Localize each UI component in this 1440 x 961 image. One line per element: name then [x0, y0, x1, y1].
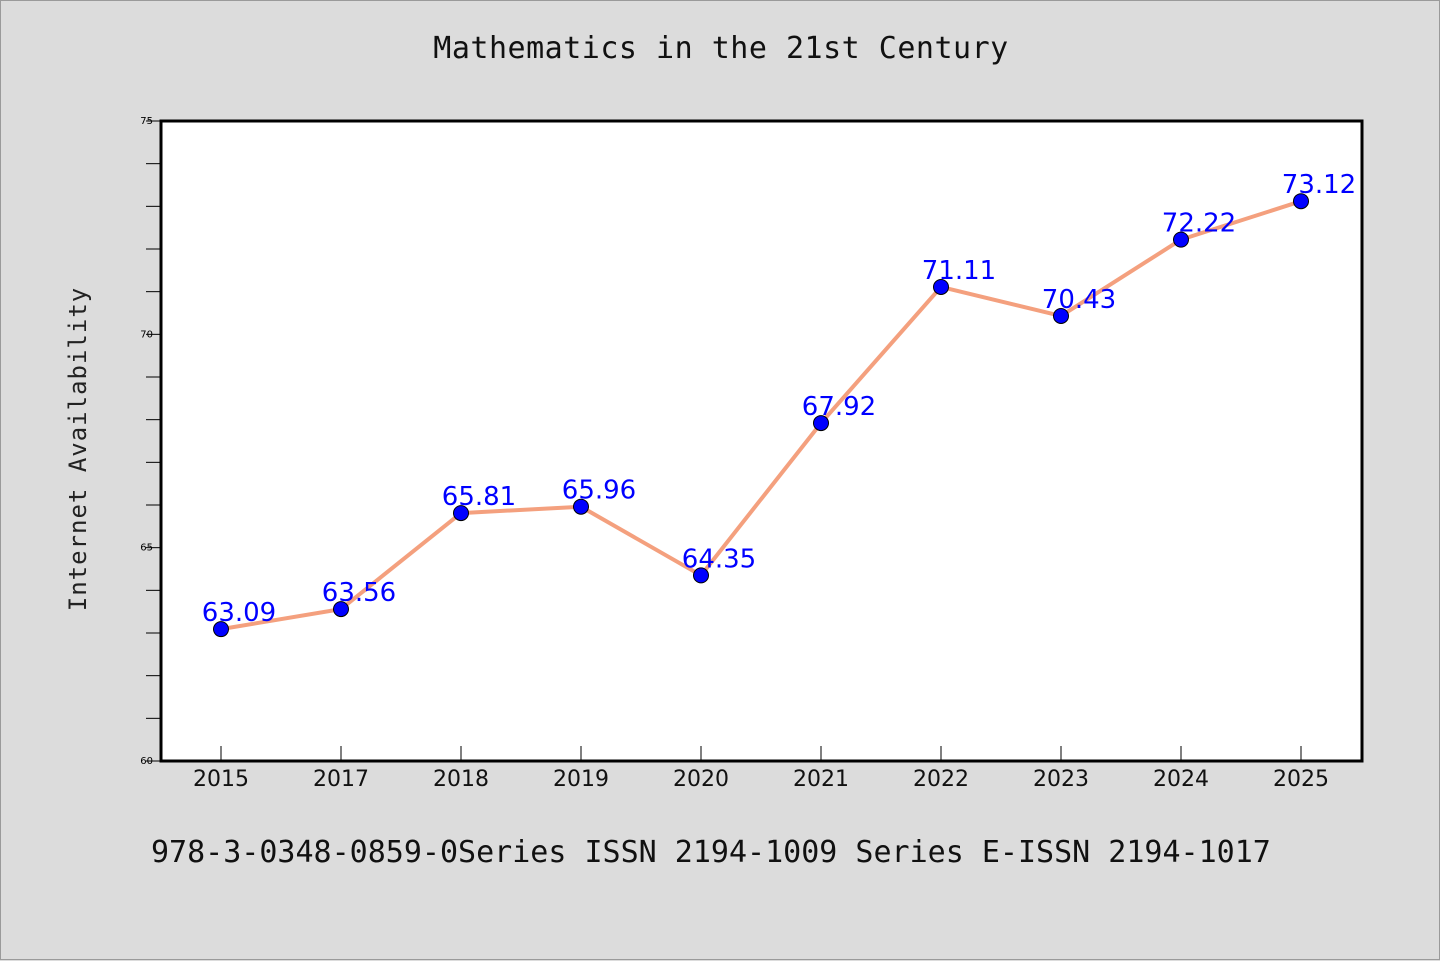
data-point	[693, 567, 709, 584]
plot-frame	[159, 119, 1364, 763]
x-tick-label: 2025	[1273, 767, 1329, 792]
y-tick-label: 60	[140, 756, 153, 767]
data-label: 63.56	[322, 578, 396, 608]
data-label: 70.43	[1042, 285, 1116, 315]
plot-area	[161, 121, 1362, 761]
x-tick-label: 2018	[433, 767, 489, 792]
data-point	[573, 498, 589, 515]
x-tick-label: 2019	[553, 767, 609, 792]
data-point	[1053, 307, 1069, 324]
data-label: 67.92	[802, 392, 876, 422]
data-point	[213, 621, 229, 638]
data-point	[1293, 193, 1309, 210]
data-point	[453, 505, 469, 522]
y-tick-label: 75	[140, 116, 153, 127]
data-label: 72.22	[1162, 209, 1236, 239]
y-tick-label: 70	[140, 329, 153, 340]
x-tick-label: 2021	[793, 767, 849, 792]
x-tick-label: 2017	[313, 767, 369, 792]
chart-title: Mathematics in the 21st Century	[433, 31, 1009, 66]
series-line	[219, 199, 1303, 632]
x-tick-label: 2022	[913, 767, 969, 792]
data-point	[333, 601, 349, 618]
x-tick-label: 2023	[1033, 767, 1089, 792]
data-label: 73.12	[1282, 170, 1356, 200]
y-tick-label: 65	[140, 543, 153, 554]
data-label: 63.09	[202, 598, 276, 628]
x-tick-label: 2020	[673, 767, 729, 792]
data-label: 71.11	[922, 256, 996, 286]
x-tick-label: 2015	[193, 767, 249, 792]
data-label: 65.81	[442, 482, 516, 512]
footer-text: 978-3-0348-0859-0Series ISSN 2194-1009 S…	[151, 835, 1271, 870]
data-point	[1173, 231, 1189, 248]
data-point	[813, 415, 829, 432]
data-point	[933, 278, 949, 295]
data-label: 64.35	[682, 544, 756, 574]
data-label: 65.96	[562, 476, 636, 506]
x-tick-label: 2024	[1153, 767, 1209, 792]
